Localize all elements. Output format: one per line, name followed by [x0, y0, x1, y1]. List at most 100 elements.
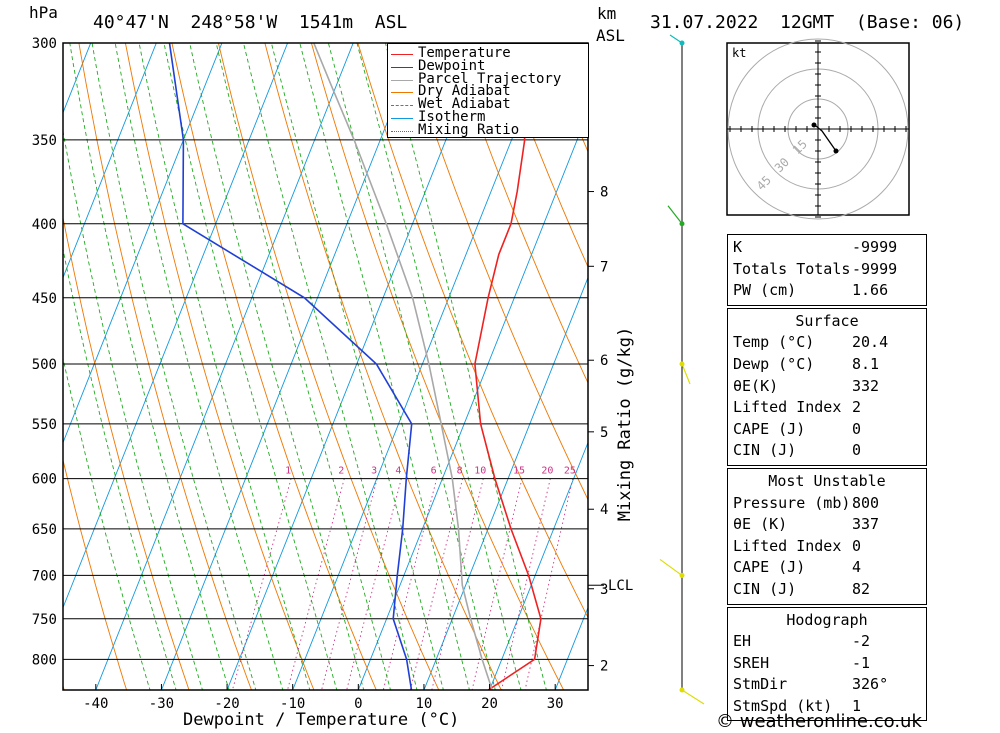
- dry-adiabat-line: [357, 43, 588, 619]
- mu-cape-row: CAPE (J) 4: [728, 557, 926, 579]
- surface-temp-value: 20.4: [852, 333, 889, 352]
- totals-value: -9999: [852, 259, 898, 278]
- x-tick-label: -10: [280, 696, 305, 712]
- isotherm-line: [63, 43, 157, 279]
- credit-link[interactable]: © weatheronline.co.uk: [716, 711, 922, 732]
- mu-cape-value: 4: [852, 558, 862, 577]
- mixing-ratio-line: [524, 478, 574, 690]
- mixing-ratio-label: 8: [457, 466, 463, 477]
- wet-adiabat-line: [270, 43, 444, 690]
- legend-swatch: [391, 130, 413, 132]
- surface-title: Surface: [795, 311, 859, 330]
- km-tick-label: 4: [600, 502, 608, 518]
- mu-theta-label: θE (K): [733, 515, 788, 534]
- most-unstable-title: Most Unstable: [768, 471, 886, 490]
- mixing-ratio-line: [346, 478, 402, 690]
- dry-adiabat-line: [497, 43, 588, 269]
- mu-li-row: Lifted Index 0: [728, 536, 926, 558]
- mixing-ratio-line: [501, 478, 551, 690]
- surface-box: Surface Temp (°C) 20.4 Dewp (°C) 8.1 θE(K)…: [727, 307, 927, 466]
- wet-adiabat-line: [327, 43, 496, 690]
- pw-label: PW (cm): [733, 281, 797, 300]
- legend-item: Temperature: [388, 46, 586, 60]
- mixing-ratio-label: 20: [541, 466, 553, 477]
- pressure-tick-label: 700: [32, 568, 57, 584]
- dry-adiabat-line: [63, 684, 65, 690]
- legend-label: Parcel Trajectory: [418, 70, 562, 87]
- height-unit-km: km: [597, 4, 617, 23]
- mu-theta-row: θE (K) 337: [728, 514, 926, 536]
- dry-adiabat-line: [310, 43, 565, 690]
- surface-cape-label: CAPE (J): [733, 419, 806, 438]
- mu-li-value: 0: [852, 536, 862, 555]
- dry-adiabat-line: [957, 0, 1000, 705]
- legend-label: Mixing Ratio: [418, 121, 520, 138]
- legend-label: Dry Adiabat: [418, 83, 511, 100]
- wet-adiabat-line: [91, 43, 257, 690]
- surface-dewp-label: Dewp (°C): [733, 354, 815, 373]
- mixing-ratio-line: [321, 478, 378, 690]
- hodograph-table-title: Hodograph: [786, 610, 868, 629]
- isotherm-line: [63, 43, 223, 444]
- surface-dewp-row: Dewp (°C) 8.1: [728, 354, 926, 376]
- stmspd-label: StmSpd (kt): [733, 696, 833, 715]
- surface-cin-label: CIN (J): [733, 441, 797, 460]
- legend-swatch: [391, 92, 413, 94]
- surface-li-row: Lifted Index 2: [728, 397, 926, 419]
- surface-theta-row: θE(K) 332: [728, 376, 926, 398]
- wind-barb-dot: [679, 40, 685, 46]
- eh-row: EH -2: [728, 631, 926, 653]
- dry-adiabat-line: [124, 43, 315, 690]
- wind-barb: [667, 205, 683, 225]
- info-panel: K -9999 Totals Totals -9999 PW (cm) 1.66 Su…: [727, 234, 927, 723]
- mu-pressure-row: Pressure (mb) 800: [728, 493, 926, 515]
- mixing-ratio-label: 1: [285, 466, 291, 477]
- k-index-row: K -9999: [728, 237, 926, 259]
- x-axis-label: Dewpoint / Temperature (°C): [183, 710, 460, 730]
- km-tick-label: 8: [600, 185, 608, 201]
- isotherm-line: [0, 0, 5, 705]
- stmspd-value: 1: [852, 696, 862, 715]
- legend-label: Dewpoint: [418, 57, 486, 74]
- x-tick-label: -30: [149, 696, 174, 712]
- hodograph-table-box: Hodograph EH -2 SREH -1 StmDir 326° StmSpd …: [727, 606, 927, 722]
- sreh-row: SREH -1: [728, 653, 926, 675]
- surface-theta-value: 332: [852, 376, 880, 395]
- wind-barb-dot: [679, 221, 685, 227]
- mixing-ratio-line: [409, 478, 464, 690]
- dry-adiabat-line: [217, 43, 440, 690]
- wind-barb-dot: [679, 572, 685, 578]
- mu-pressure-label: Pressure (mb): [733, 493, 851, 512]
- parcel-trajectory-profile: [313, 43, 493, 690]
- wet-adiabat-line: [114, 43, 284, 690]
- legend-swatch: [391, 79, 413, 81]
- mixing-ratio-label: 2: [338, 466, 344, 477]
- stmdir-row: StmDir 326°: [728, 674, 926, 696]
- temperature-profile: [474, 43, 542, 690]
- isotherm-line: [95, 43, 354, 690]
- totals-row: Totals Totals -9999: [728, 259, 926, 281]
- wet-adiabat-line: [138, 43, 311, 690]
- height-unit-asl: ASL: [596, 26, 625, 45]
- eh-label: EH: [733, 632, 752, 651]
- mixing-ratio-label: 3: [371, 466, 377, 477]
- mixing-ratio-line: [382, 478, 438, 690]
- x-tick-label: 30: [547, 696, 564, 712]
- dry-adiabat-line: [0, 0, 6, 705]
- mixing-ratio-label: 25: [564, 466, 576, 477]
- legend: Temperature Dewpoint Parcel Trajectory Dry …: [387, 43, 589, 138]
- x-tick-label: -20: [214, 696, 239, 712]
- wet-adiabat-line: [163, 43, 338, 690]
- km-tick-label: 6: [600, 353, 608, 369]
- legend-item: Parcel Trajectory: [388, 70, 586, 87]
- k-index-label: K: [733, 238, 743, 256]
- hodograph-surface-dot: [811, 122, 817, 128]
- wet-adiabat-line: [243, 43, 418, 690]
- lcl-label: LCL: [608, 578, 633, 594]
- surface-li-value: 2: [852, 398, 862, 417]
- mixing-ratio-line: [471, 478, 523, 690]
- most-unstable-box: Most Unstable Pressure (mb) 800 θE (K) 337…: [727, 467, 927, 605]
- surface-cape-row: CAPE (J) 0: [728, 419, 926, 441]
- legend-swatch: [391, 118, 413, 119]
